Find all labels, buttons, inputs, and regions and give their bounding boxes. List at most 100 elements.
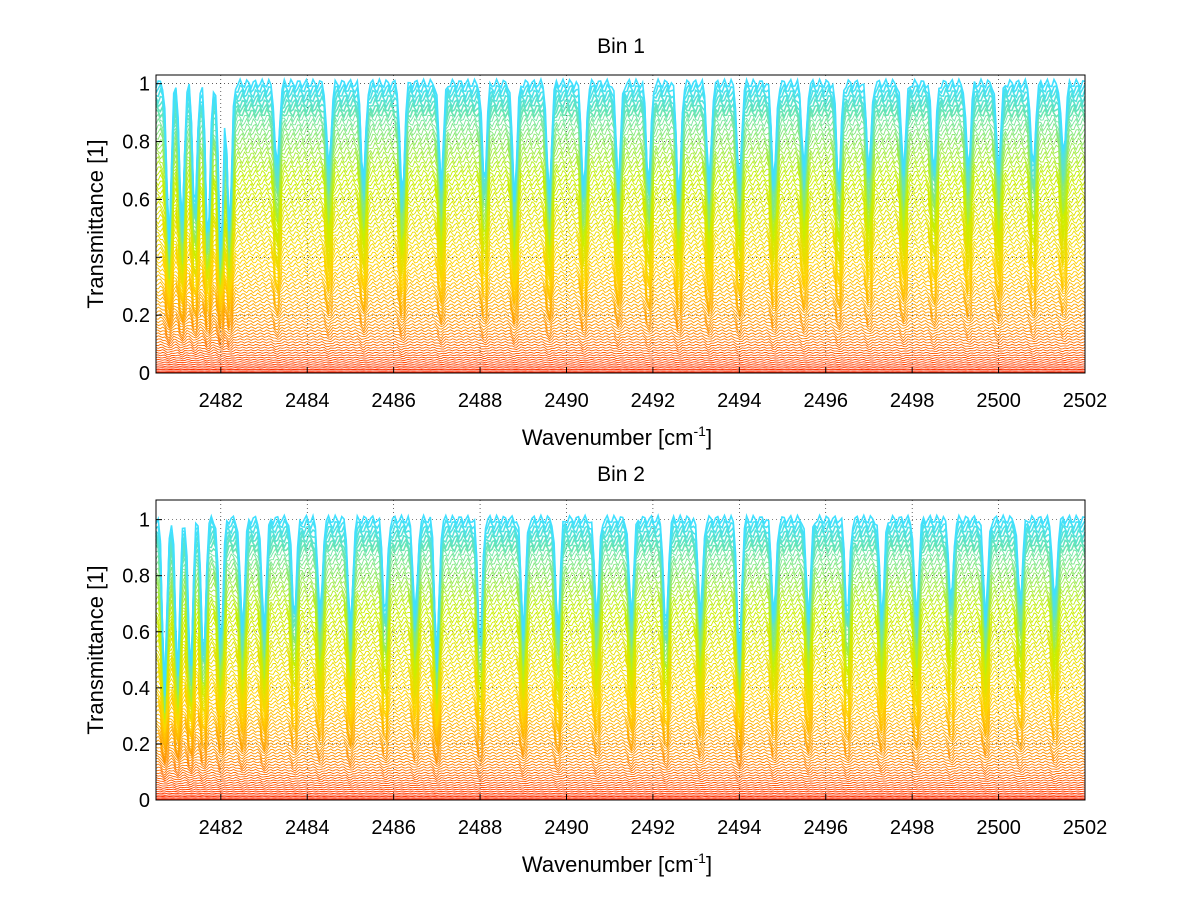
- series-line: [155, 700, 1086, 735]
- series-line: [155, 338, 1086, 346]
- subplot-bin-1: Bin 1 2482 2484 2486 2488 2490 2492 2494 2496 24…: [83, 35, 1107, 450]
- series-line: [155, 704, 1086, 737]
- x-tick-label: 2496: [803, 390, 848, 412]
- x-tick-label: 2492: [631, 817, 676, 839]
- series-line: [155, 754, 1086, 765]
- series-line: [155, 689, 1086, 733]
- x-tick-label: 2498: [890, 390, 935, 412]
- x-tick-label: 2490: [544, 817, 589, 839]
- series-line: [155, 288, 1086, 314]
- series-line: [155, 673, 1085, 727]
- series-line: [155, 721, 1086, 747]
- series-line: [155, 258, 1086, 300]
- y-tick-label: 0.8: [122, 566, 150, 588]
- series-line: [155, 681, 1086, 732]
- series-line: [155, 741, 1086, 759]
- series-line: [155, 763, 1086, 772]
- series-line: [155, 217, 1086, 287]
- series-line: [155, 597, 1086, 717]
- series-line: [155, 692, 1086, 733]
- x-tick-label: 2488: [458, 390, 503, 412]
- series-line: [155, 570, 1086, 713]
- x-tick-label: 2492: [631, 390, 676, 412]
- x-tick-label: 2488: [458, 817, 503, 839]
- y-tick-label: 0: [139, 363, 150, 385]
- series-line: [155, 641, 1086, 722]
- series-line: [155, 784, 1086, 788]
- series-line: [155, 343, 1086, 350]
- x-tick-label: 2494: [717, 817, 762, 839]
- y-tick-label: 1: [139, 510, 150, 532]
- series-line: [155, 714, 1086, 744]
- series-line: [155, 322, 1086, 334]
- series-line: [155, 776, 1086, 782]
- series-line: [155, 552, 1086, 700]
- series-line: [155, 645, 1086, 723]
- series-line: [155, 326, 1086, 337]
- series-line: [155, 766, 1086, 774]
- series-line: [155, 561, 1086, 709]
- series-line: [155, 295, 1086, 320]
- series-line: [155, 547, 1086, 697]
- series-line: [155, 757, 1086, 767]
- x-tick-label: 2486: [371, 390, 416, 412]
- series-line: [155, 335, 1086, 344]
- y-tick-label: 1: [139, 74, 150, 96]
- series-line: [155, 611, 1086, 720]
- x-tick-label: 2498: [890, 817, 935, 839]
- series-line: [155, 735, 1086, 754]
- x-tick-label: 2502: [1063, 817, 1108, 839]
- x-tick-label: 2484: [285, 817, 330, 839]
- series-line: [155, 718, 1086, 746]
- series-line: [155, 748, 1086, 763]
- plot-frame: [155, 74, 1086, 374]
- chart-title: Bin 2: [597, 463, 645, 486]
- series-line: [155, 788, 1086, 791]
- series-line: [155, 711, 1086, 742]
- series-line: [155, 541, 1086, 696]
- ticks: 2482 2484 2486 2488 2490 2492 2494 2496 2498 2500…: [122, 74, 1107, 412]
- plot-frame: [155, 499, 1086, 801]
- series-line: [155, 771, 1086, 778]
- series-line: [155, 768, 1086, 776]
- series-line: [155, 281, 1086, 311]
- x-tick-label: 2500: [976, 817, 1021, 839]
- series-line: [155, 351, 1086, 356]
- series-line: [155, 306, 1086, 326]
- series-line: [155, 329, 1086, 340]
- series-line: [155, 677, 1086, 730]
- series-line: [155, 580, 1086, 713]
- series-line: [155, 340, 1086, 348]
- series-line: [155, 213, 1086, 286]
- series-line: [155, 532, 1086, 697]
- series-line: [155, 624, 1086, 715]
- y-tick-label: 0.8: [122, 132, 150, 154]
- series-line: [155, 774, 1086, 780]
- series-line: [155, 584, 1086, 713]
- series-line: [155, 517, 1086, 692]
- series-line: [155, 512, 1086, 687]
- series-line: [155, 270, 1086, 308]
- series-line: [155, 285, 1086, 312]
- series-line: [155, 76, 1086, 251]
- series-line: [155, 316, 1086, 330]
- series-line: [155, 649, 1086, 724]
- series-line: [155, 313, 1086, 328]
- subplot-bin-2: Bin 2 2482 2484 2486 2488 2490 2492 2494 2496 24…: [83, 463, 1107, 877]
- series-line: [155, 661, 1086, 722]
- x-tick-label: 2494: [717, 390, 762, 412]
- series-line: [155, 365, 1086, 368]
- x-tick-label: 2486: [371, 817, 416, 839]
- x-tick-label: 2490: [544, 390, 589, 412]
- y-tick-label: 0.4: [122, 678, 150, 700]
- series-line: [155, 781, 1086, 786]
- series-line: [155, 556, 1086, 704]
- series-line: [155, 685, 1086, 733]
- series-line: [155, 527, 1086, 697]
- series-line: [155, 751, 1086, 764]
- series-line: [155, 615, 1086, 718]
- series-line: [155, 262, 1086, 303]
- series-line: [155, 786, 1086, 789]
- x-tick-label: 2482: [199, 390, 244, 412]
